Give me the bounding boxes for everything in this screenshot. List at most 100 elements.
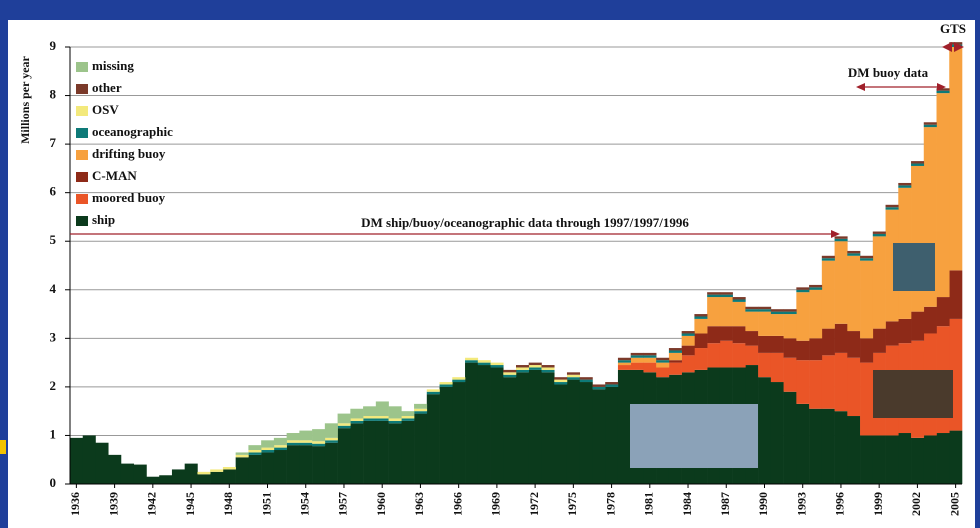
- bar-segment: [911, 163, 925, 166]
- bar-segment: [758, 377, 772, 484]
- y-tick-label: 0: [50, 475, 57, 490]
- bar-segment: [821, 258, 835, 261]
- bar-segment: [452, 377, 466, 380]
- photo-buoy: [893, 243, 935, 291]
- bar-segment: [719, 292, 733, 295]
- bar-segment: [248, 450, 262, 453]
- bar-segment: [936, 297, 950, 327]
- bar-segment: [732, 299, 746, 302]
- bar-segment: [630, 362, 644, 370]
- bar-segment: [809, 360, 823, 409]
- annotation-arrowhead: [856, 83, 865, 91]
- bar-segment: [592, 389, 606, 484]
- bar-segment: [273, 450, 287, 484]
- bar-segment: [617, 369, 631, 484]
- bar-segment: [273, 447, 287, 451]
- bar-segment: [388, 423, 402, 484]
- x-tick-label: 1990: [756, 492, 770, 516]
- bar-segment: [401, 420, 415, 484]
- y-axis-label: Millions per year: [18, 55, 32, 143]
- bar-segment: [643, 362, 657, 373]
- bar-segment: [452, 382, 466, 484]
- y-tick-label: 7: [50, 135, 57, 150]
- bar-segment: [337, 413, 351, 424]
- x-tick-label: 1999: [871, 492, 885, 516]
- slide-marker: [0, 440, 6, 454]
- bar-segment: [375, 401, 389, 417]
- bar-segment: [528, 369, 542, 484]
- bar-segment: [426, 391, 440, 395]
- bar-segment: [261, 452, 275, 484]
- bar-segment: [299, 440, 313, 443]
- bar-segment: [528, 362, 542, 366]
- bar-segment: [821, 260, 835, 329]
- annotation: DM ship/buoy/oceanographic data through …: [361, 215, 689, 230]
- bar-segment: [796, 292, 810, 341]
- bar-segment: [516, 369, 530, 373]
- bar-segment: [350, 418, 364, 421]
- y-tick-label: 9: [50, 38, 57, 53]
- bar-segment: [707, 326, 721, 344]
- bar-segment: [312, 446, 326, 484]
- bar-segment: [541, 367, 555, 370]
- bar-segment: [401, 416, 415, 419]
- bar-segment: [363, 416, 377, 419]
- bar-segment: [337, 428, 351, 484]
- bar-segment: [324, 437, 338, 441]
- y-tick-label: 4: [50, 281, 57, 296]
- bar-segment: [656, 362, 670, 368]
- x-tick-label: 1936: [68, 492, 82, 516]
- bar-segment: [681, 355, 695, 373]
- y-tick-label: 8: [50, 87, 57, 102]
- bar-segment: [783, 311, 797, 315]
- bar-segment: [579, 379, 593, 383]
- bar-segment: [783, 338, 797, 358]
- bar-segment: [592, 386, 606, 390]
- x-tick-label: 1942: [145, 492, 159, 516]
- bar-segment: [732, 301, 746, 327]
- bar-segment: [579, 382, 593, 484]
- bar-segment: [554, 377, 568, 380]
- bar-segment: [541, 369, 555, 373]
- bar-segment: [630, 357, 644, 363]
- bar-segment: [719, 326, 733, 341]
- plot-area: 0 1 2 3 4 5 6 7 8 9 1936 1939 1942 1945 1948 1951 1954 19…: [50, 38, 963, 516]
- bar-segment: [885, 207, 899, 210]
- legend-swatch: [76, 172, 88, 182]
- bar-segment: [707, 294, 721, 298]
- bar-segment: [885, 204, 899, 208]
- bar-segment: [210, 469, 224, 472]
- bar-segment: [273, 445, 287, 448]
- bar-segment: [401, 411, 415, 417]
- bar-segment: [617, 365, 631, 370]
- x-tick-label: 1996: [833, 492, 847, 516]
- bar-segment: [770, 382, 784, 484]
- bar-segment: [426, 389, 440, 392]
- photo-ship: [630, 404, 758, 468]
- bar-segment: [694, 348, 708, 370]
- bar-segment: [566, 377, 581, 380]
- x-tick-label: 1948: [221, 492, 235, 516]
- bar-segment: [732, 297, 746, 300]
- bar-segment: [516, 372, 530, 484]
- bar-segment: [847, 357, 861, 417]
- bar-segment: [668, 348, 682, 351]
- bar-segment: [414, 403, 428, 409]
- bar-segment: [834, 323, 848, 353]
- bar-segment: [707, 292, 721, 295]
- bar-segment: [770, 335, 784, 353]
- bar-segment: [503, 374, 517, 378]
- bar-segment: [503, 377, 517, 484]
- bar-segment: [860, 260, 874, 339]
- bar-segment: [796, 340, 810, 361]
- bar-segment: [949, 47, 963, 271]
- bar-segment: [834, 238, 848, 242]
- bar-segment: [694, 333, 708, 349]
- bar-segment: [439, 382, 453, 385]
- bar-segment: [120, 463, 135, 484]
- bar-segment: [694, 316, 708, 319]
- x-tick-label: 2005: [947, 492, 961, 516]
- bar-segment: [860, 435, 874, 484]
- legend-label: OSV: [92, 102, 119, 117]
